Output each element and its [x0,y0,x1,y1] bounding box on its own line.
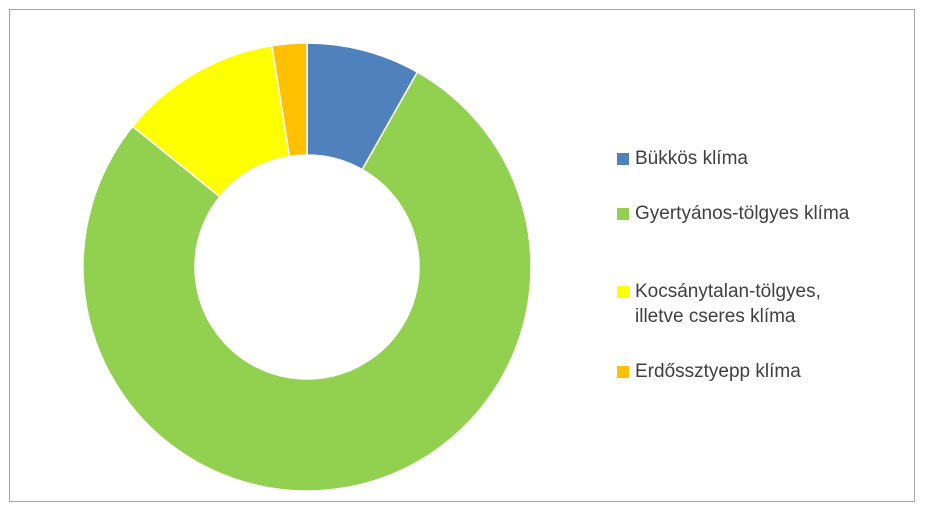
legend-swatch [617,366,629,378]
legend-swatch [617,286,629,298]
legend-label: Kocsánytalan-tölgyes, illetve cseres klí… [635,281,821,327]
legend-label: Erdőssztyepp klíma [635,361,801,382]
chart-frame [9,9,915,502]
legend-swatch [617,208,629,220]
legend-swatch [617,153,629,165]
legend-label: Bükkös klíma [635,148,748,169]
legend-item: Erdőssztyepp klíma [617,359,925,384]
legend-item: Kocsánytalan-tölgyes, illetve cseres klí… [617,279,835,329]
legend-item: Gyertyános-tölgyes klíma [617,201,925,226]
legend-item: Bükkös klíma [617,146,925,171]
donut-slice [271,42,308,158]
legend-label: Gyertyános-tölgyes klíma [635,203,850,224]
